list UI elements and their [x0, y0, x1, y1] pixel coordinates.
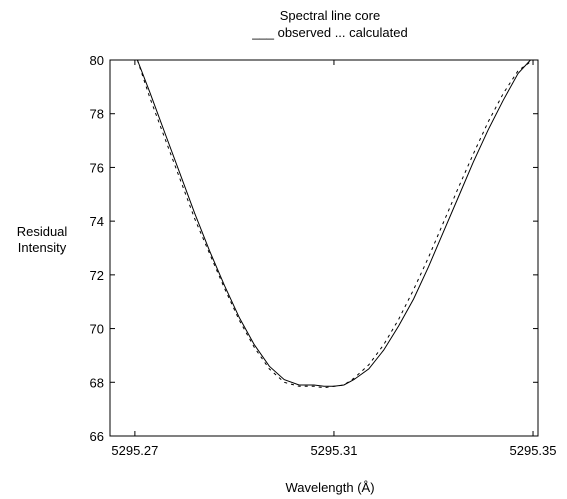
y-axis: 66 68 70 72 74 76 78 80	[90, 53, 538, 444]
chart-title: Spectral line core	[280, 8, 380, 23]
y-tick-label: 72	[90, 268, 104, 283]
y-tick-label: 80	[90, 53, 104, 68]
x-axis: 5295.27 5295.31 5295.35	[111, 60, 557, 458]
y-axis-label: Residual Intensity	[8, 224, 76, 256]
y-tick-label: 70	[90, 322, 104, 337]
y-axis-label-line1: Residual	[16, 224, 68, 239]
series-line-observed	[136, 59, 531, 387]
x-axis-label: Wavelength (Å)	[285, 480, 374, 495]
series-group	[136, 59, 534, 389]
series-line-calculated	[136, 59, 534, 389]
plot-frame	[109, 59, 539, 437]
y-tick-label: 66	[90, 429, 104, 444]
y-tick-label: 76	[90, 160, 104, 175]
y-tick-label: 74	[90, 214, 104, 229]
x-tick-label: 5295.31	[310, 443, 357, 458]
chart-legend: ___ observed ... calculated	[251, 25, 407, 40]
y-axis-label-line2: Intensity	[17, 240, 67, 255]
x-tick-label: 5295.35	[510, 443, 557, 458]
y-tick-label: 78	[90, 107, 104, 122]
x-tick-label: 5295.27	[111, 443, 158, 458]
y-tick-label: 68	[90, 375, 104, 390]
